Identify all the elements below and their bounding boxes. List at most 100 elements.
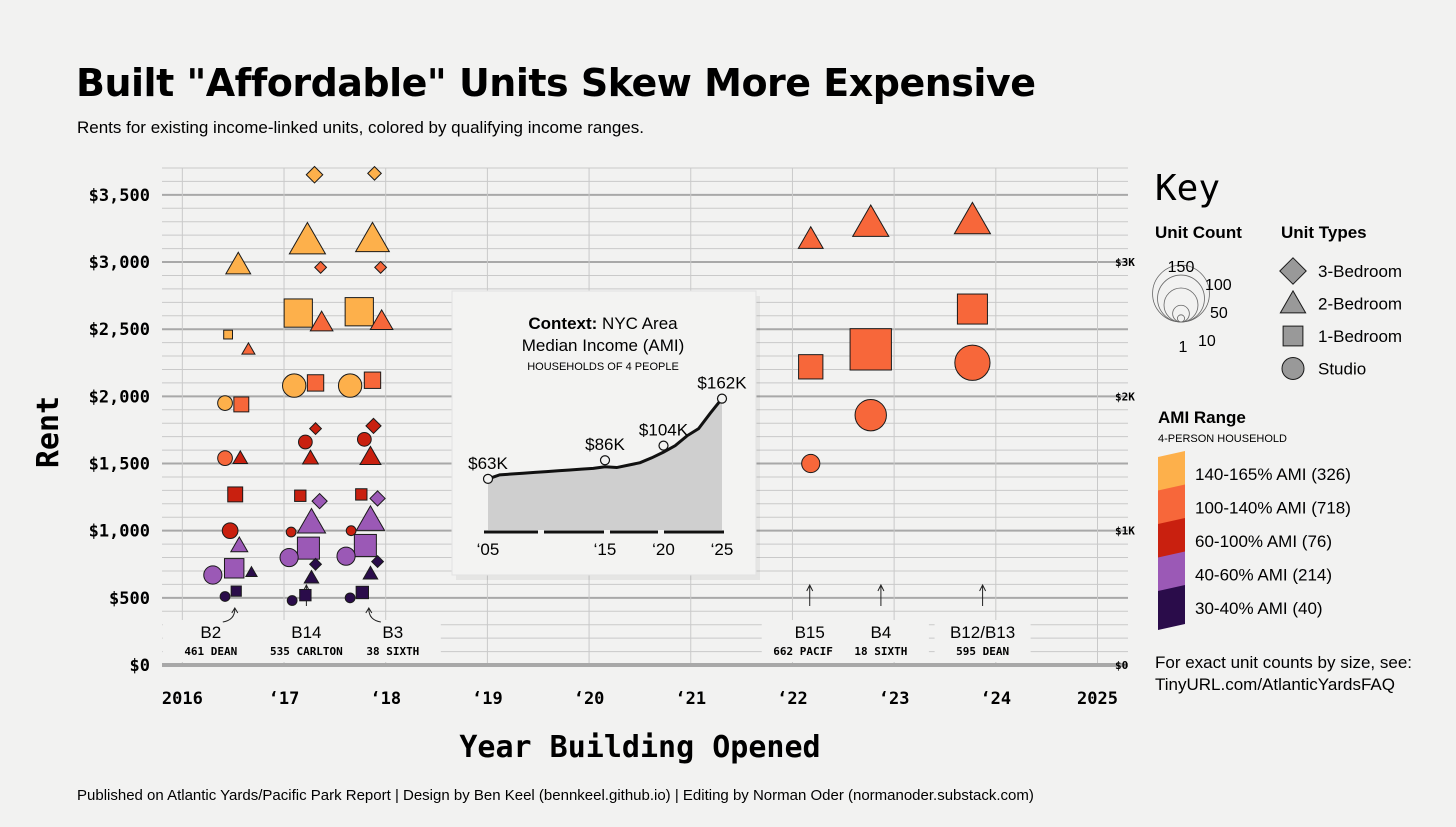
ami-range-label: 140-165% AMI (326) xyxy=(1195,465,1351,484)
building-label-bg xyxy=(162,620,259,662)
unit-type-label: Studio xyxy=(1318,360,1366,379)
data-point-diamond xyxy=(308,557,323,571)
data-point-triangle xyxy=(359,445,382,466)
building-label: B14 535 CARLTON xyxy=(258,583,355,662)
y-axis-ticks: $0 $500 $1,000 $1,500 $2,000 $2,500 $3,000 $3,5… xyxy=(89,186,150,676)
size-label: 100 xyxy=(1205,277,1232,294)
right-tick-label: $2K xyxy=(1115,390,1135,403)
data-point-square xyxy=(230,585,242,597)
data-point-diamond xyxy=(374,260,388,274)
size-label: 1 xyxy=(1179,339,1188,356)
data-point-circle xyxy=(336,546,356,566)
data-point-diamond xyxy=(311,492,328,510)
x-tick-label: 2025 xyxy=(1077,689,1118,709)
building-label-bg xyxy=(832,620,929,662)
data-point-circle xyxy=(954,344,991,381)
ami-range-label: 100-140% AMI (718) xyxy=(1195,499,1351,518)
data-point-square xyxy=(296,536,320,560)
inset-marker xyxy=(658,440,669,451)
data-point-diamond xyxy=(305,165,324,184)
building-address: 662 PACIFIC xyxy=(773,645,846,658)
data-point-square xyxy=(299,588,312,602)
building-address: 595 DEAN xyxy=(956,645,1009,658)
data-point-circle xyxy=(219,591,231,602)
data-point-square xyxy=(233,396,250,413)
inset-x-tick: ‘15 xyxy=(594,540,617,559)
x-tick-label: 2016 xyxy=(162,689,203,709)
inset-marker xyxy=(482,473,494,484)
building-label: B12/B13 595 DEAN xyxy=(934,583,1031,662)
y-tick-label: $1,500 xyxy=(89,455,150,475)
data-point-square xyxy=(363,371,382,389)
unit-type-diamond-icon xyxy=(1279,257,1307,285)
inset-line xyxy=(487,397,724,481)
data-point-circle xyxy=(217,450,233,467)
data-point-triangle xyxy=(301,449,320,465)
data-point-circle xyxy=(345,525,357,537)
data-point-circle xyxy=(854,398,887,432)
unit-types-legend: 3-Bedroom 2-Bedroom 1-Bedroom Studio xyxy=(1279,257,1402,380)
building-arrow xyxy=(979,583,987,606)
data-point-triangle xyxy=(288,221,327,255)
y-tick-label: $0 xyxy=(130,656,150,676)
data-point-circle xyxy=(286,595,298,606)
unit-type-label: 3-Bedroom xyxy=(1318,262,1402,281)
x-tick-label: ‘22 xyxy=(777,689,808,709)
data-point-diamond xyxy=(369,490,386,507)
x-tick-label: ‘20 xyxy=(574,689,605,709)
inset-value-label: $104K xyxy=(639,421,689,440)
building-arrow xyxy=(806,583,814,606)
inset-title: Context: NYC Area xyxy=(528,314,678,333)
inset-marker xyxy=(716,393,728,404)
data-point-square xyxy=(306,374,325,392)
inset-title-rest: NYC Area xyxy=(597,314,678,333)
data-point-square xyxy=(956,293,988,325)
data-point-square xyxy=(223,329,233,340)
building-label: B2 461 DEAN xyxy=(162,607,259,662)
data-point-triangle xyxy=(797,225,825,249)
x-tick-label: ‘17 xyxy=(269,689,300,709)
data-point-triangle xyxy=(851,204,890,237)
y-axis-label: Rent xyxy=(31,396,66,468)
building-name: B12/B13 xyxy=(950,623,1015,642)
y-tick-label: $500 xyxy=(109,589,150,609)
data-point-square xyxy=(353,533,377,557)
data-point-circle xyxy=(217,395,233,411)
size-label: 50 xyxy=(1210,305,1228,322)
data-point-triangle xyxy=(369,308,394,330)
size-label: 150 xyxy=(1168,259,1195,276)
unit-type-triangle-icon xyxy=(1279,289,1307,314)
unit-count-size-legend: 150 100 50 10 1 xyxy=(1152,259,1232,356)
building-label: B3 38 SIXTH xyxy=(344,607,441,662)
data-points xyxy=(203,165,992,606)
y-tick-label: $2,000 xyxy=(89,387,150,407)
building-address: 461 DEAN xyxy=(184,645,237,658)
data-point-triangle xyxy=(244,565,258,577)
ami-swatch xyxy=(1158,585,1185,630)
data-point-triangle xyxy=(309,310,334,332)
building-arrow xyxy=(365,607,381,623)
data-point-square xyxy=(355,585,369,600)
inset-title-bold: Context: xyxy=(528,314,597,333)
legend-key: Key Unit Count Unit Types 150 100 50 10 1 3-… xyxy=(1152,168,1412,694)
ami-swatch xyxy=(1158,451,1185,496)
x-tick-label: ‘24 xyxy=(980,689,1011,709)
data-point-circle xyxy=(356,431,372,447)
data-point-triangle xyxy=(362,565,379,580)
size-label: 10 xyxy=(1198,333,1216,350)
right-tick-label: $3K xyxy=(1115,256,1135,269)
data-point-circle xyxy=(337,373,363,398)
unit-count-title: Unit Count xyxy=(1155,223,1242,242)
building-name: B3 xyxy=(382,623,403,642)
data-point-square xyxy=(294,489,307,502)
inset-marker xyxy=(599,455,611,466)
inset-x-tick: ‘20 xyxy=(652,540,675,559)
data-point-circle xyxy=(298,434,313,450)
data-point-diamond xyxy=(370,554,385,569)
data-point-circle xyxy=(221,522,239,540)
building-address: 535 CARLTON xyxy=(270,645,343,658)
data-point-circle xyxy=(801,453,821,474)
y-tick-label: $1,000 xyxy=(89,522,150,542)
ami-swatch xyxy=(1158,551,1185,597)
